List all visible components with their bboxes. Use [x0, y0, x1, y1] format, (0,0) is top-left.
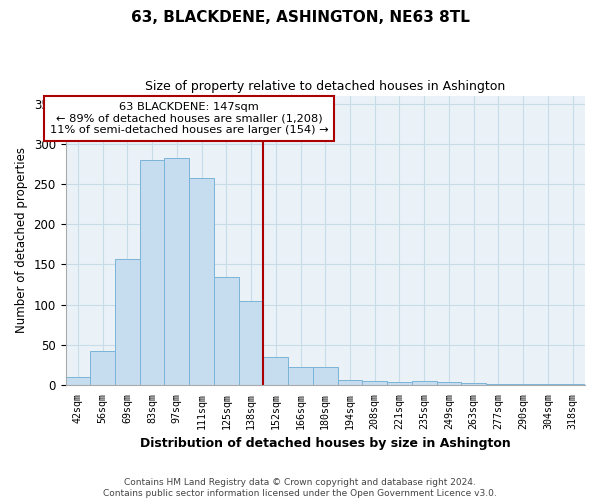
Y-axis label: Number of detached properties: Number of detached properties	[15, 148, 28, 334]
X-axis label: Distribution of detached houses by size in Ashington: Distribution of detached houses by size …	[140, 437, 511, 450]
Text: Contains HM Land Registry data © Crown copyright and database right 2024.
Contai: Contains HM Land Registry data © Crown c…	[103, 478, 497, 498]
Bar	[461, 384, 486, 385]
Bar	[362, 381, 387, 385]
Bar	[486, 384, 511, 385]
Bar	[511, 384, 536, 385]
Bar	[90, 352, 115, 385]
Bar	[263, 357, 288, 385]
Bar	[65, 377, 90, 385]
Bar	[560, 384, 585, 385]
Bar	[189, 178, 214, 385]
Bar	[214, 278, 239, 385]
Bar	[338, 380, 362, 385]
Bar	[313, 366, 338, 385]
Text: 63 BLACKDENE: 147sqm
← 89% of detached houses are smaller (1,208)
11% of semi-de: 63 BLACKDENE: 147sqm ← 89% of detached h…	[50, 102, 329, 135]
Bar	[115, 259, 140, 385]
Bar	[536, 384, 560, 385]
Bar	[288, 368, 313, 385]
Bar	[164, 158, 189, 385]
Bar	[437, 382, 461, 385]
Bar	[387, 382, 412, 385]
Bar	[140, 160, 164, 385]
Text: 63, BLACKDENE, ASHINGTON, NE63 8TL: 63, BLACKDENE, ASHINGTON, NE63 8TL	[131, 10, 469, 25]
Bar	[412, 381, 437, 385]
Bar	[239, 302, 263, 385]
Title: Size of property relative to detached houses in Ashington: Size of property relative to detached ho…	[145, 80, 505, 93]
